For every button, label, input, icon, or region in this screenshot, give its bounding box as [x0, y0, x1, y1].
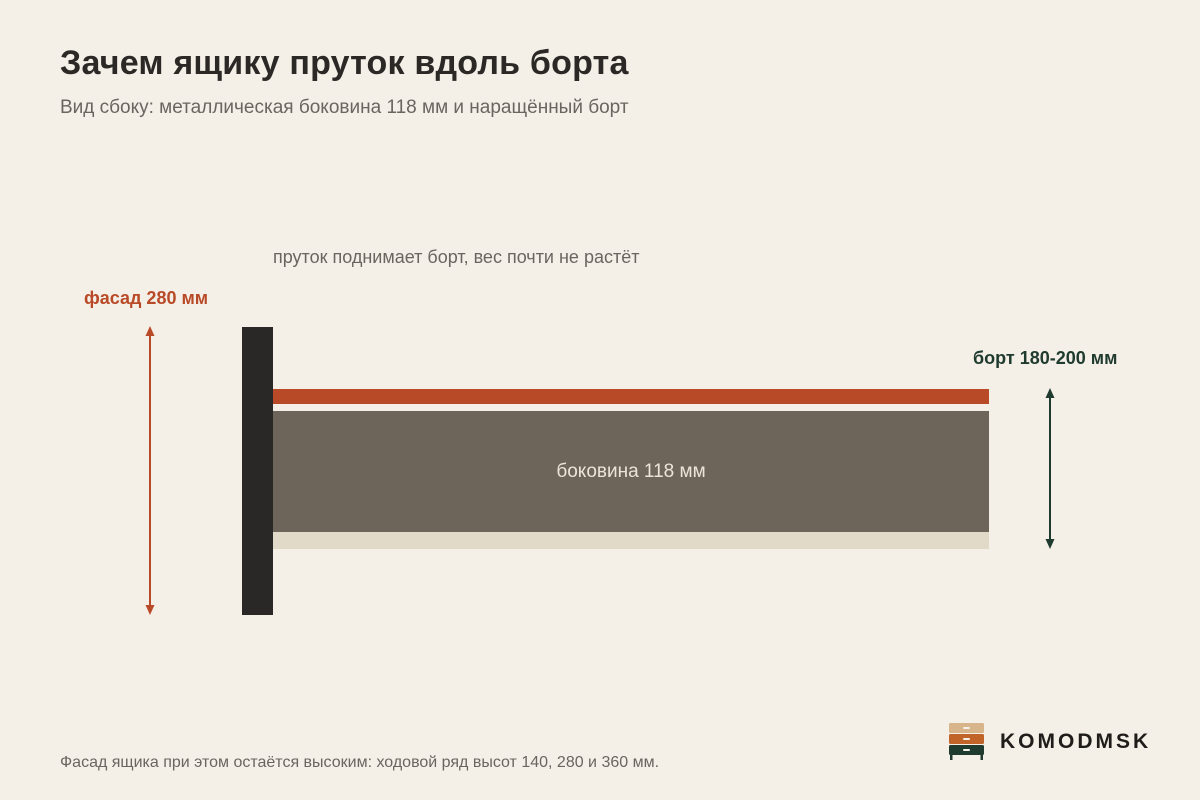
- footnote: Фасад ящика при этом остаётся высоким: х…: [60, 754, 660, 771]
- facade-height-arrow: [145, 326, 155, 615]
- page-title: Зачем ящику пруток вдоль борта: [60, 44, 629, 82]
- facade-height-label: фасад 280 мм: [84, 288, 209, 308]
- dresser-icon: [949, 723, 984, 760]
- metal-sidewall: [273, 411, 989, 532]
- drawer-bottom: [273, 532, 989, 549]
- bort-height-label: борт 180-200 мм: [973, 348, 1118, 368]
- page-subtitle: Вид сбоку: металлическая боковина 118 мм…: [60, 97, 629, 118]
- sidewall-label: боковина 118 мм: [556, 461, 706, 482]
- bort-height-arrow: [1045, 388, 1055, 549]
- brand-logo: KOMODMSK: [948, 722, 1151, 762]
- rod-bar: [273, 389, 989, 404]
- rod-annotation: пруток поднимает борт, вес почти не раст…: [273, 247, 640, 267]
- brand-name: KOMODMSK: [1000, 730, 1152, 753]
- facade-panel: [242, 327, 273, 615]
